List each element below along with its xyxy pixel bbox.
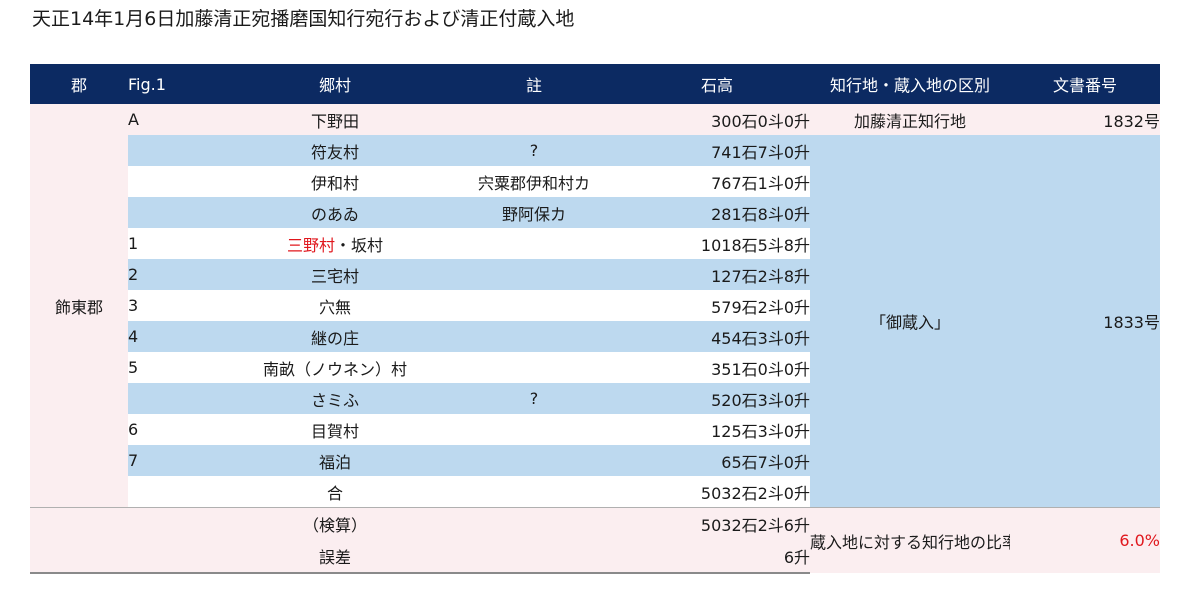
table-row: 3 穴無 579石2斗0升 [30,290,1160,321]
fig-cell: 3 [128,290,226,321]
fig-cell: 2 [128,259,226,290]
fig-cell [128,383,226,414]
header-kokudaka: 石高 [624,64,810,104]
kokudaka-cell: 300石0斗0升 [624,104,810,135]
fig-cell [128,197,226,228]
note-cell [444,104,624,135]
village-cell: 継の庄 [226,321,444,352]
note-cell [444,228,624,259]
village-cell: 福泊 [226,445,444,476]
district-cell: 飾東郡 [30,104,128,508]
note-cell: 野阿保カ [444,197,624,228]
village-cell: 伊和村 [226,166,444,197]
header-document-number: 文書番号 [1010,64,1160,104]
table-row: さミふ ? 520石3斗0升 [30,383,1160,414]
fig-cell: 6 [128,414,226,445]
header-land-type: 知行地・蔵入地の区別 [810,64,1010,104]
note-cell: ? [444,135,624,166]
fig-cell: 4 [128,321,226,352]
table-header-row: 郡 Fig.1 郷村 註 石高 知行地・蔵入地の区別 文書番号 [30,64,1160,104]
kokudaka-cell: 127石2斗8升 [624,259,810,290]
fig-cell: A [128,104,226,135]
check-sum-label: （検算） [226,507,444,540]
error-value: 6升 [624,540,810,574]
document-number-cell: 1833号 [1010,135,1160,508]
note-cell [444,476,624,508]
village-cell: 南畝（ノウネン）村 [226,352,444,383]
kokudaka-cell: 1018石5斗8升 [624,228,810,259]
village-cell: のあゐ [226,197,444,228]
ratio-label: 蔵入地に対する知行地の比率 [810,507,1010,573]
ratio-value: 6.0% [1010,507,1160,573]
error-label: 誤差 [226,540,444,574]
check-sum-value: 5032石2斗6升 [624,507,810,540]
table-row: 1 三野村・坂村 1018石5斗8升 [30,228,1160,259]
kokudaka-table: 郡 Fig.1 郷村 註 石高 知行地・蔵入地の区別 文書番号 飾東郡 A 下野… [30,64,1160,574]
table-row: 2 三宅村 127石2斗8升 [30,259,1160,290]
village-cell: 穴無 [226,290,444,321]
error-row: 誤差 6升 [30,540,1160,574]
table-row: 4 継の庄 454石3斗0升 [30,321,1160,352]
village-cell: 三宅村 [226,259,444,290]
document-number-cell: 1832号 [1010,104,1160,135]
header-note: 註 [444,64,624,104]
note-cell [444,321,624,352]
note-cell [444,259,624,290]
village-cell: 目賀村 [226,414,444,445]
land-type-cell: 加藤清正知行地 [810,104,1010,135]
village-rest: ・坂村 [335,235,384,255]
village-cell: 三野村・坂村 [226,228,444,259]
note-cell [444,352,624,383]
header-fig: Fig.1 [128,64,226,104]
fig-cell [128,166,226,197]
village-cell: 下野田 [226,104,444,135]
table-row: 7 福泊 65石7斗0升 [30,445,1160,476]
land-type-cell: 「御蔵入」 [810,135,1010,508]
note-cell [444,414,624,445]
kokudaka-cell: 454石3斗0升 [624,321,810,352]
fig-cell: 5 [128,352,226,383]
kokudaka-cell: 741石7斗0升 [624,135,810,166]
kokudaka-cell: 281石8斗0升 [624,197,810,228]
table-row: 符友村 ? 741石7斗0升 「御蔵入」 1833号 [30,135,1160,508]
total-label: 合 [226,476,444,508]
note-cell [444,445,624,476]
village-cell: さミふ [226,383,444,414]
kokudaka-cell: 65石7斗0升 [624,445,810,476]
fig-cell [128,476,226,508]
table-row: 5 南畝（ノウネン）村 351石0斗0升 [30,352,1160,383]
kokudaka-cell: 351石0斗0升 [624,352,810,383]
note-cell [444,290,624,321]
fig-cell [128,135,226,166]
total-value: 5032石2斗0升 [624,476,810,508]
kokudaka-cell: 520石3斗0升 [624,383,810,414]
header-village: 郷村 [226,64,444,104]
fig-cell: 1 [128,228,226,259]
header-gun: 郡 [30,64,128,104]
table-row: 伊和村 宍粟郡伊和村カ 767石1斗0升 [30,166,1160,197]
table-row: 6 目賀村 125石3斗0升 [30,414,1160,445]
table-row: 飾東郡 A 下野田 300石0斗0升 加藤清正知行地 1832号 [30,104,1160,508]
total-row: 合 5032石2斗0升 [30,476,1160,508]
kokudaka-cell: 125石3斗0升 [624,414,810,445]
fig-cell: 7 [128,445,226,476]
note-cell: ? [444,383,624,414]
page-title: 天正14年1月6日加藤清正宛播磨国知行宛行および清正付蔵入地 [32,8,575,30]
table-row: のあゐ 野阿保カ 281石8斗0升 [30,197,1160,228]
village-cell: 符友村 [226,135,444,166]
note-cell: 宍粟郡伊和村カ [444,166,624,197]
kokudaka-cell: 767石1斗0升 [624,166,810,197]
check-sum-row: （検算） 5032石2斗6升 蔵入地に対する知行地の比率 6.0% [30,507,1160,573]
kokudaka-cell: 579石2斗0升 [624,290,810,321]
village-highlight: 三野村 [286,235,335,255]
